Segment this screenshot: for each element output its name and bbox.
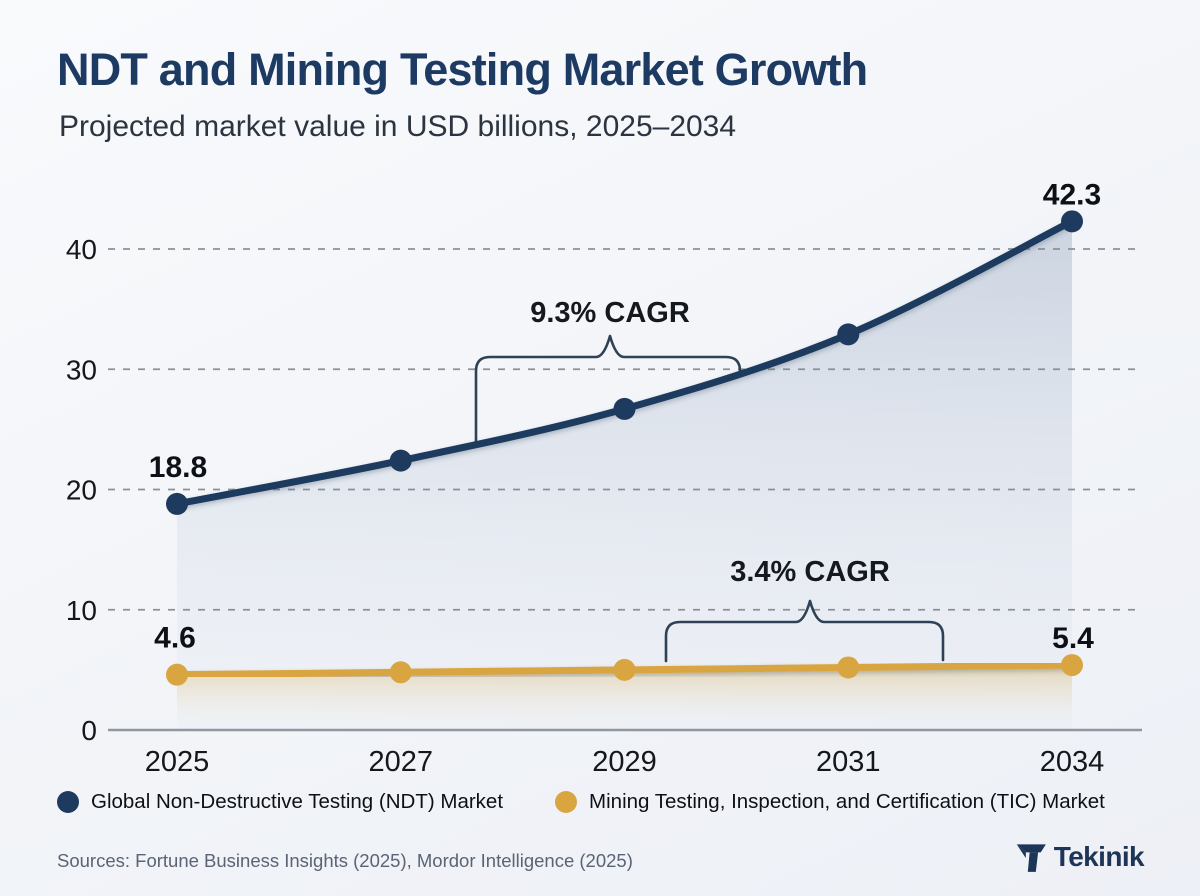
tic-data-point-2029 <box>613 658 636 681</box>
tic-series-label: Mining Testing, Inspection, and Certific… <box>589 790 1105 813</box>
cagr-annotation-tic: 3.4% CAGR <box>730 556 890 588</box>
x-tick-label: 2034 <box>1040 746 1105 778</box>
legend-item-ndt: Global Non-Destructive Testing (NDT) Mar… <box>57 790 503 814</box>
ndt-value-label-2034: 42.3 <box>1043 178 1101 211</box>
tic-data-point-2025 <box>166 663 188 686</box>
ndt-area-fill <box>177 221 1072 731</box>
chart-subtitle: Projected market value in USD billions, … <box>59 110 737 143</box>
cagr-brace-tic <box>664 599 945 663</box>
brand-name: Tekinik <box>1053 841 1145 872</box>
x-tick-label: 2025 <box>145 746 210 778</box>
x-tick-label: 2029 <box>592 746 657 778</box>
tic-data-point-2027 <box>389 661 412 684</box>
tic-series-dot-icon <box>555 791 578 813</box>
cagr-brace-ndt <box>474 334 742 445</box>
cagr-annotation-ndt: 9.3% CAGR <box>530 297 690 329</box>
y-tick-label: 40 <box>66 234 97 265</box>
y-tick-label: 0 <box>81 715 97 746</box>
y-tick-label: 20 <box>66 475 97 506</box>
ndt-data-point-2031 <box>837 323 860 346</box>
tic-data-point-2031 <box>837 656 860 679</box>
y-tick-label: 10 <box>66 595 97 626</box>
ndt-data-point-2027 <box>389 449 412 472</box>
x-tick-label: 2031 <box>816 746 881 778</box>
legend-item-tic: Mining Testing, Inspection, and Certific… <box>555 790 1105 814</box>
legend: Global Non-Destructive Testing (NDT) Mar… <box>57 790 1160 814</box>
tekinik-logo-icon <box>1016 844 1046 872</box>
x-tick-label: 2027 <box>368 746 433 778</box>
ndt-series-label: Global Non-Destructive Testing (NDT) Mar… <box>91 790 504 813</box>
ndt-value-label-2025: 18.8 <box>149 451 207 484</box>
ndt-data-point-2025 <box>166 492 188 515</box>
ndt-data-point-2029 <box>613 397 636 420</box>
ndt-data-point-2034 <box>1061 210 1083 233</box>
page-title: NDT and Mining Testing Market Growth <box>57 44 868 95</box>
tic-data-point-2034 <box>1061 654 1083 677</box>
sources-note: Sources: Fortune Business Insights (2025… <box>57 850 633 871</box>
y-tick-label: 30 <box>66 354 97 385</box>
tic-value-label-2034: 5.4 <box>1052 622 1094 655</box>
ndt-series-dot-icon <box>57 791 79 813</box>
brand-logo: Tekinik <box>1015 841 1145 873</box>
tic-value-label-2025: 4.6 <box>154 622 196 655</box>
